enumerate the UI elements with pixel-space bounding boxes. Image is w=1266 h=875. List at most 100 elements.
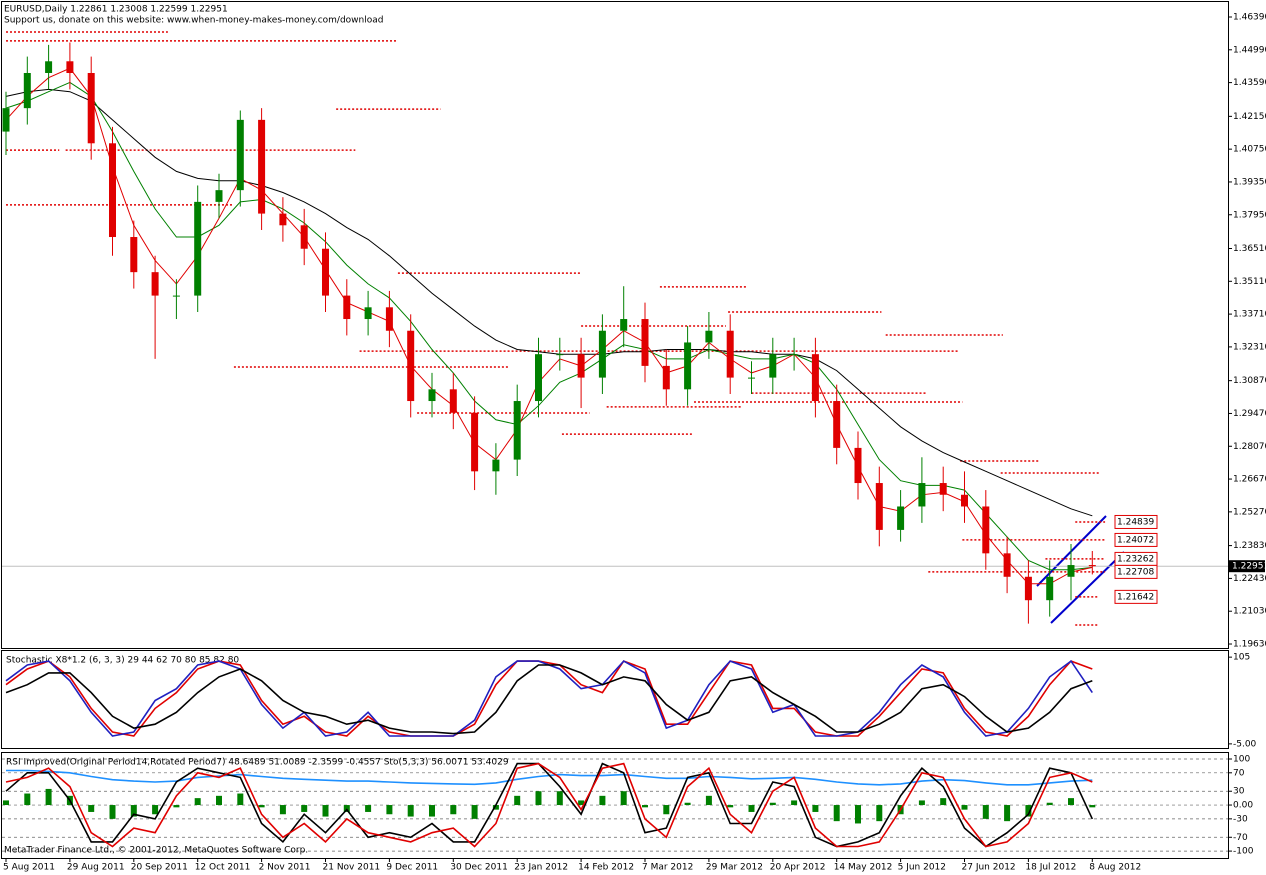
histogram-bar bbox=[258, 805, 265, 808]
histogram-bar bbox=[855, 805, 861, 824]
histogram-bar bbox=[279, 805, 286, 815]
candle-body bbox=[939, 483, 947, 495]
candle-body bbox=[172, 295, 180, 297]
indicator-title: Stochastic X8*1.2 (6, 3, 3) 29 44 62 70 … bbox=[6, 656, 239, 666]
candle-body bbox=[151, 272, 159, 296]
y-tick-label: 0.00 bbox=[1233, 801, 1253, 811]
candle-body bbox=[279, 213, 287, 226]
histogram-bar bbox=[578, 800, 585, 806]
x-tick-label: 2 Nov 2011 bbox=[259, 863, 311, 873]
y-tick-label: 1.39350 bbox=[1233, 177, 1266, 187]
candle-body bbox=[684, 342, 692, 390]
price-panel bbox=[1, 1, 1229, 649]
histogram-bar bbox=[194, 798, 201, 806]
histogram-bar bbox=[642, 805, 648, 808]
histogram-bar bbox=[599, 795, 606, 806]
indicator-line bbox=[5, 762, 1093, 848]
x-tick-label: 9 Dec 2011 bbox=[386, 863, 438, 873]
x-tick-label: 12 Oct 2011 bbox=[195, 863, 251, 873]
y-tick-label: -30 bbox=[1233, 814, 1248, 824]
candle-body bbox=[811, 354, 819, 402]
x-tick-label: 8 Aug 2012 bbox=[1089, 863, 1141, 873]
y-tick-label: 1.29470 bbox=[1233, 409, 1266, 419]
histogram-bar bbox=[152, 805, 159, 815]
candle-body bbox=[449, 389, 457, 413]
candle-body bbox=[790, 354, 798, 356]
candle-body bbox=[641, 319, 649, 366]
candle-body bbox=[854, 447, 862, 484]
y-tick-label: 105 bbox=[1233, 653, 1250, 663]
x-tick-label: 29 Aug 2011 bbox=[67, 863, 125, 873]
histogram-bar bbox=[407, 805, 414, 817]
y-tick-label: 1.46390 bbox=[1233, 12, 1266, 22]
x-tick-label: 5 Jun 2012 bbox=[898, 863, 946, 873]
histogram-bar bbox=[173, 805, 180, 808]
histogram-bar bbox=[386, 805, 393, 815]
histogram-bar bbox=[130, 805, 137, 817]
histogram-bar bbox=[88, 805, 95, 812]
candle-body bbox=[385, 307, 393, 331]
indicator-line bbox=[5, 81, 1093, 571]
histogram-bar bbox=[429, 805, 435, 817]
candle-body bbox=[2, 108, 10, 132]
candle-body bbox=[556, 354, 564, 356]
candle-body bbox=[577, 354, 585, 378]
y-tick-label: -100 bbox=[1233, 847, 1254, 857]
indicator-line bbox=[5, 67, 1093, 585]
candle-body bbox=[343, 295, 351, 320]
histogram-bar bbox=[3, 800, 9, 806]
candle-body bbox=[1003, 553, 1011, 577]
histogram-bar bbox=[876, 805, 883, 822]
x-tick-label: 29 Mar 2012 bbox=[706, 863, 763, 873]
y-tick-label: 1.21030 bbox=[1233, 607, 1266, 617]
footer: MetaTrader Finance Ltd., © 2001-2012, Me… bbox=[4, 846, 308, 856]
y-tick-label: 30 bbox=[1233, 787, 1245, 797]
candle-body bbox=[748, 377, 755, 379]
candle-body bbox=[236, 119, 244, 191]
histogram-bar bbox=[791, 800, 798, 806]
x-tick-label: 21 Nov 2011 bbox=[323, 863, 381, 873]
candle-body bbox=[705, 330, 713, 343]
price-label: 1.24839 bbox=[1117, 517, 1154, 527]
candle-body bbox=[215, 190, 223, 202]
candle-body bbox=[769, 354, 777, 378]
candle-body bbox=[875, 483, 883, 530]
candle-body bbox=[833, 401, 841, 448]
histogram-bar bbox=[301, 805, 308, 812]
candle-body bbox=[428, 389, 436, 402]
x-tick-label: 7 Mar 2012 bbox=[642, 863, 693, 873]
histogram-bar bbox=[663, 805, 670, 815]
y-tick-label: 1.33710 bbox=[1233, 310, 1266, 320]
histogram-bar bbox=[1004, 805, 1011, 822]
histogram-bar bbox=[727, 805, 734, 808]
histogram-bar bbox=[1046, 802, 1053, 806]
candle-body bbox=[45, 61, 53, 73]
histogram-bar bbox=[237, 793, 244, 806]
price-label-box bbox=[1114, 532, 1158, 547]
candle-body bbox=[961, 494, 968, 507]
candle-body bbox=[130, 237, 138, 273]
indicator-line bbox=[5, 88, 1093, 517]
current-price-label: 1.22951 bbox=[1232, 562, 1266, 572]
chart-subtitle: Support us, donate on this website: www.… bbox=[4, 16, 383, 26]
indicator-line bbox=[5, 762, 1094, 848]
candle-body bbox=[87, 72, 95, 144]
chart-title: EURUSD,Daily 1.22861 1.23008 1.22599 1.2… bbox=[4, 5, 228, 15]
x-tick-label: 20 Apr 2012 bbox=[770, 863, 826, 873]
y-tick-label: 1.30870 bbox=[1233, 376, 1266, 386]
x-tick-label: 18 Jul 2012 bbox=[1025, 863, 1076, 873]
price-label-box bbox=[1114, 514, 1158, 529]
candle-body bbox=[471, 412, 479, 472]
y-tick-label: 1.37950 bbox=[1233, 210, 1266, 220]
candle-body bbox=[364, 307, 372, 320]
x-tick-label: 20 Sep 2011 bbox=[131, 863, 188, 873]
y-tick-label: 1.43590 bbox=[1233, 78, 1266, 88]
candle-body bbox=[322, 248, 329, 296]
histogram-bar bbox=[1025, 805, 1032, 817]
histogram-bar bbox=[365, 805, 372, 812]
y-tick-label: 1.36510 bbox=[1233, 244, 1266, 254]
histogram-bar bbox=[961, 805, 968, 810]
x-tick-label: 27 Jun 2012 bbox=[962, 863, 1016, 873]
y-tick-label: 1.44990 bbox=[1233, 45, 1266, 55]
